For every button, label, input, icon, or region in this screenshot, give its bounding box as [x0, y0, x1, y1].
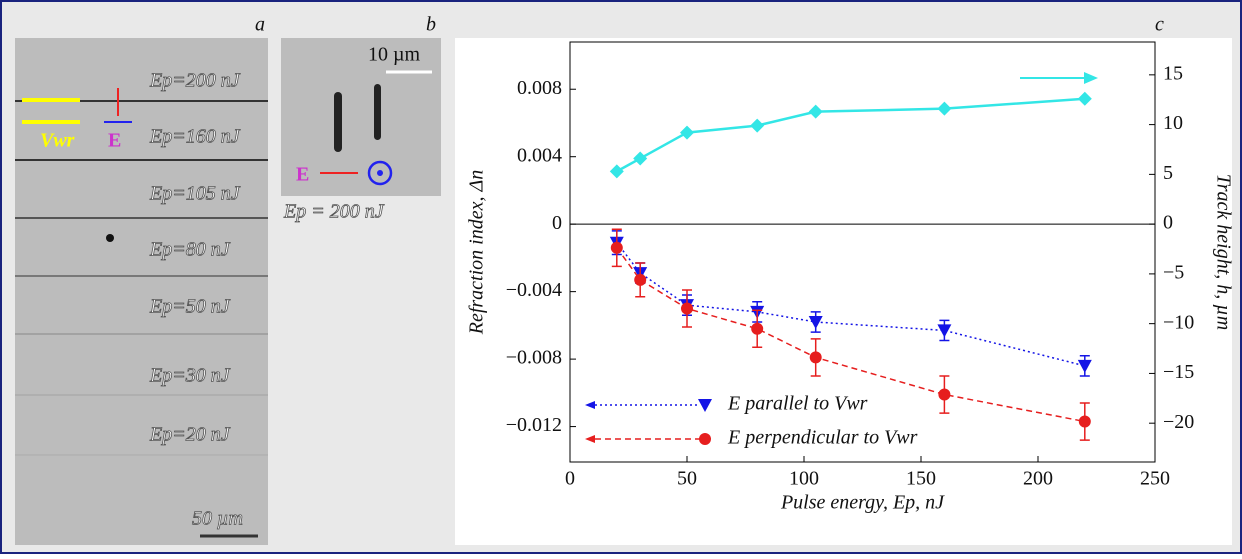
x-tick-label: 150 — [906, 468, 936, 490]
defect — [106, 234, 114, 242]
y2-tick-label: −10 — [1163, 311, 1194, 333]
energy-label: Ep=105 nJ — [149, 183, 241, 205]
x-tick-label: 250 — [1140, 468, 1170, 490]
point — [808, 316, 823, 329]
velocity-label: Vwr — [40, 130, 75, 152]
point — [750, 118, 765, 133]
legend-pointer — [585, 435, 595, 443]
y-axis-label: Refraction index, Δn — [466, 170, 488, 335]
chart-area — [455, 38, 1232, 545]
point — [751, 322, 764, 335]
x-tick-label: 50 — [677, 468, 697, 490]
point — [609, 164, 624, 179]
point — [634, 273, 647, 286]
legend-marker — [698, 399, 712, 412]
velocity-out — [377, 170, 383, 176]
point — [1077, 91, 1092, 106]
scale-label: 50 µm — [192, 508, 243, 530]
x-tick-label: 0 — [565, 468, 575, 490]
y-tick-label: 0 — [552, 212, 562, 234]
point — [808, 104, 823, 119]
x-tick-label: 100 — [789, 468, 819, 490]
scale-label: 10 µm — [368, 44, 421, 66]
axis-pointer — [1084, 72, 1098, 84]
energy-label: Ep=80 nJ — [149, 239, 231, 261]
x-axis-label: Pulse energy, Ep, nJ — [780, 492, 945, 514]
plot-frame — [569, 41, 1156, 463]
panel-label: a — [255, 14, 265, 36]
y-tick-label: 0.008 — [517, 77, 562, 99]
point — [1078, 415, 1091, 428]
energy-label: Ep=30 nJ — [149, 365, 231, 387]
y-tick-label: −0.004 — [506, 279, 562, 301]
panel-label: b — [426, 14, 436, 36]
energy-label: Ep=200 nJ — [149, 70, 241, 92]
legend-pointer — [585, 401, 595, 409]
y2-tick-label: 15 — [1163, 62, 1183, 84]
point — [610, 241, 623, 254]
energy-label: Ep=20 nJ — [149, 424, 231, 446]
point — [633, 151, 648, 166]
track-cross-section — [374, 84, 381, 140]
x-tick-label: 200 — [1023, 468, 1053, 490]
velocity-out — [367, 160, 393, 186]
point — [937, 101, 952, 116]
field-label: E — [296, 164, 309, 186]
legend-label: E parallel to Vwr — [727, 393, 868, 415]
panel-label: c — [1155, 14, 1164, 36]
legend-label: E perpendicular to Vwr — [727, 427, 918, 449]
y2-tick-label: 5 — [1163, 162, 1173, 184]
y2-tick-label: 0 — [1163, 212, 1173, 234]
y-tick-label: −0.008 — [506, 347, 562, 369]
point — [809, 351, 822, 364]
energy-label: Ep=160 nJ — [149, 126, 241, 148]
y-tick-label: −0.012 — [506, 414, 562, 436]
point — [938, 388, 951, 401]
point — [937, 324, 952, 338]
point — [681, 302, 693, 315]
micrograph-b — [281, 38, 441, 196]
legend-marker — [699, 433, 711, 445]
energy-label: Ep = 200 nJ — [283, 201, 385, 223]
y-tick-label: 0.004 — [517, 144, 562, 166]
track-cross-section — [334, 92, 342, 152]
y2-axis-label: Track height, h, µm — [1212, 174, 1234, 331]
point — [680, 125, 694, 140]
field-label: E — [108, 130, 121, 152]
y2-tick-label: −20 — [1163, 411, 1194, 433]
point — [1077, 359, 1092, 373]
y2-tick-label: 10 — [1163, 112, 1183, 134]
y2-tick-label: −15 — [1163, 361, 1194, 383]
micrograph-a — [15, 38, 268, 545]
y2-tick-label: −5 — [1163, 261, 1184, 283]
energy-label: Ep=50 nJ — [149, 296, 231, 318]
